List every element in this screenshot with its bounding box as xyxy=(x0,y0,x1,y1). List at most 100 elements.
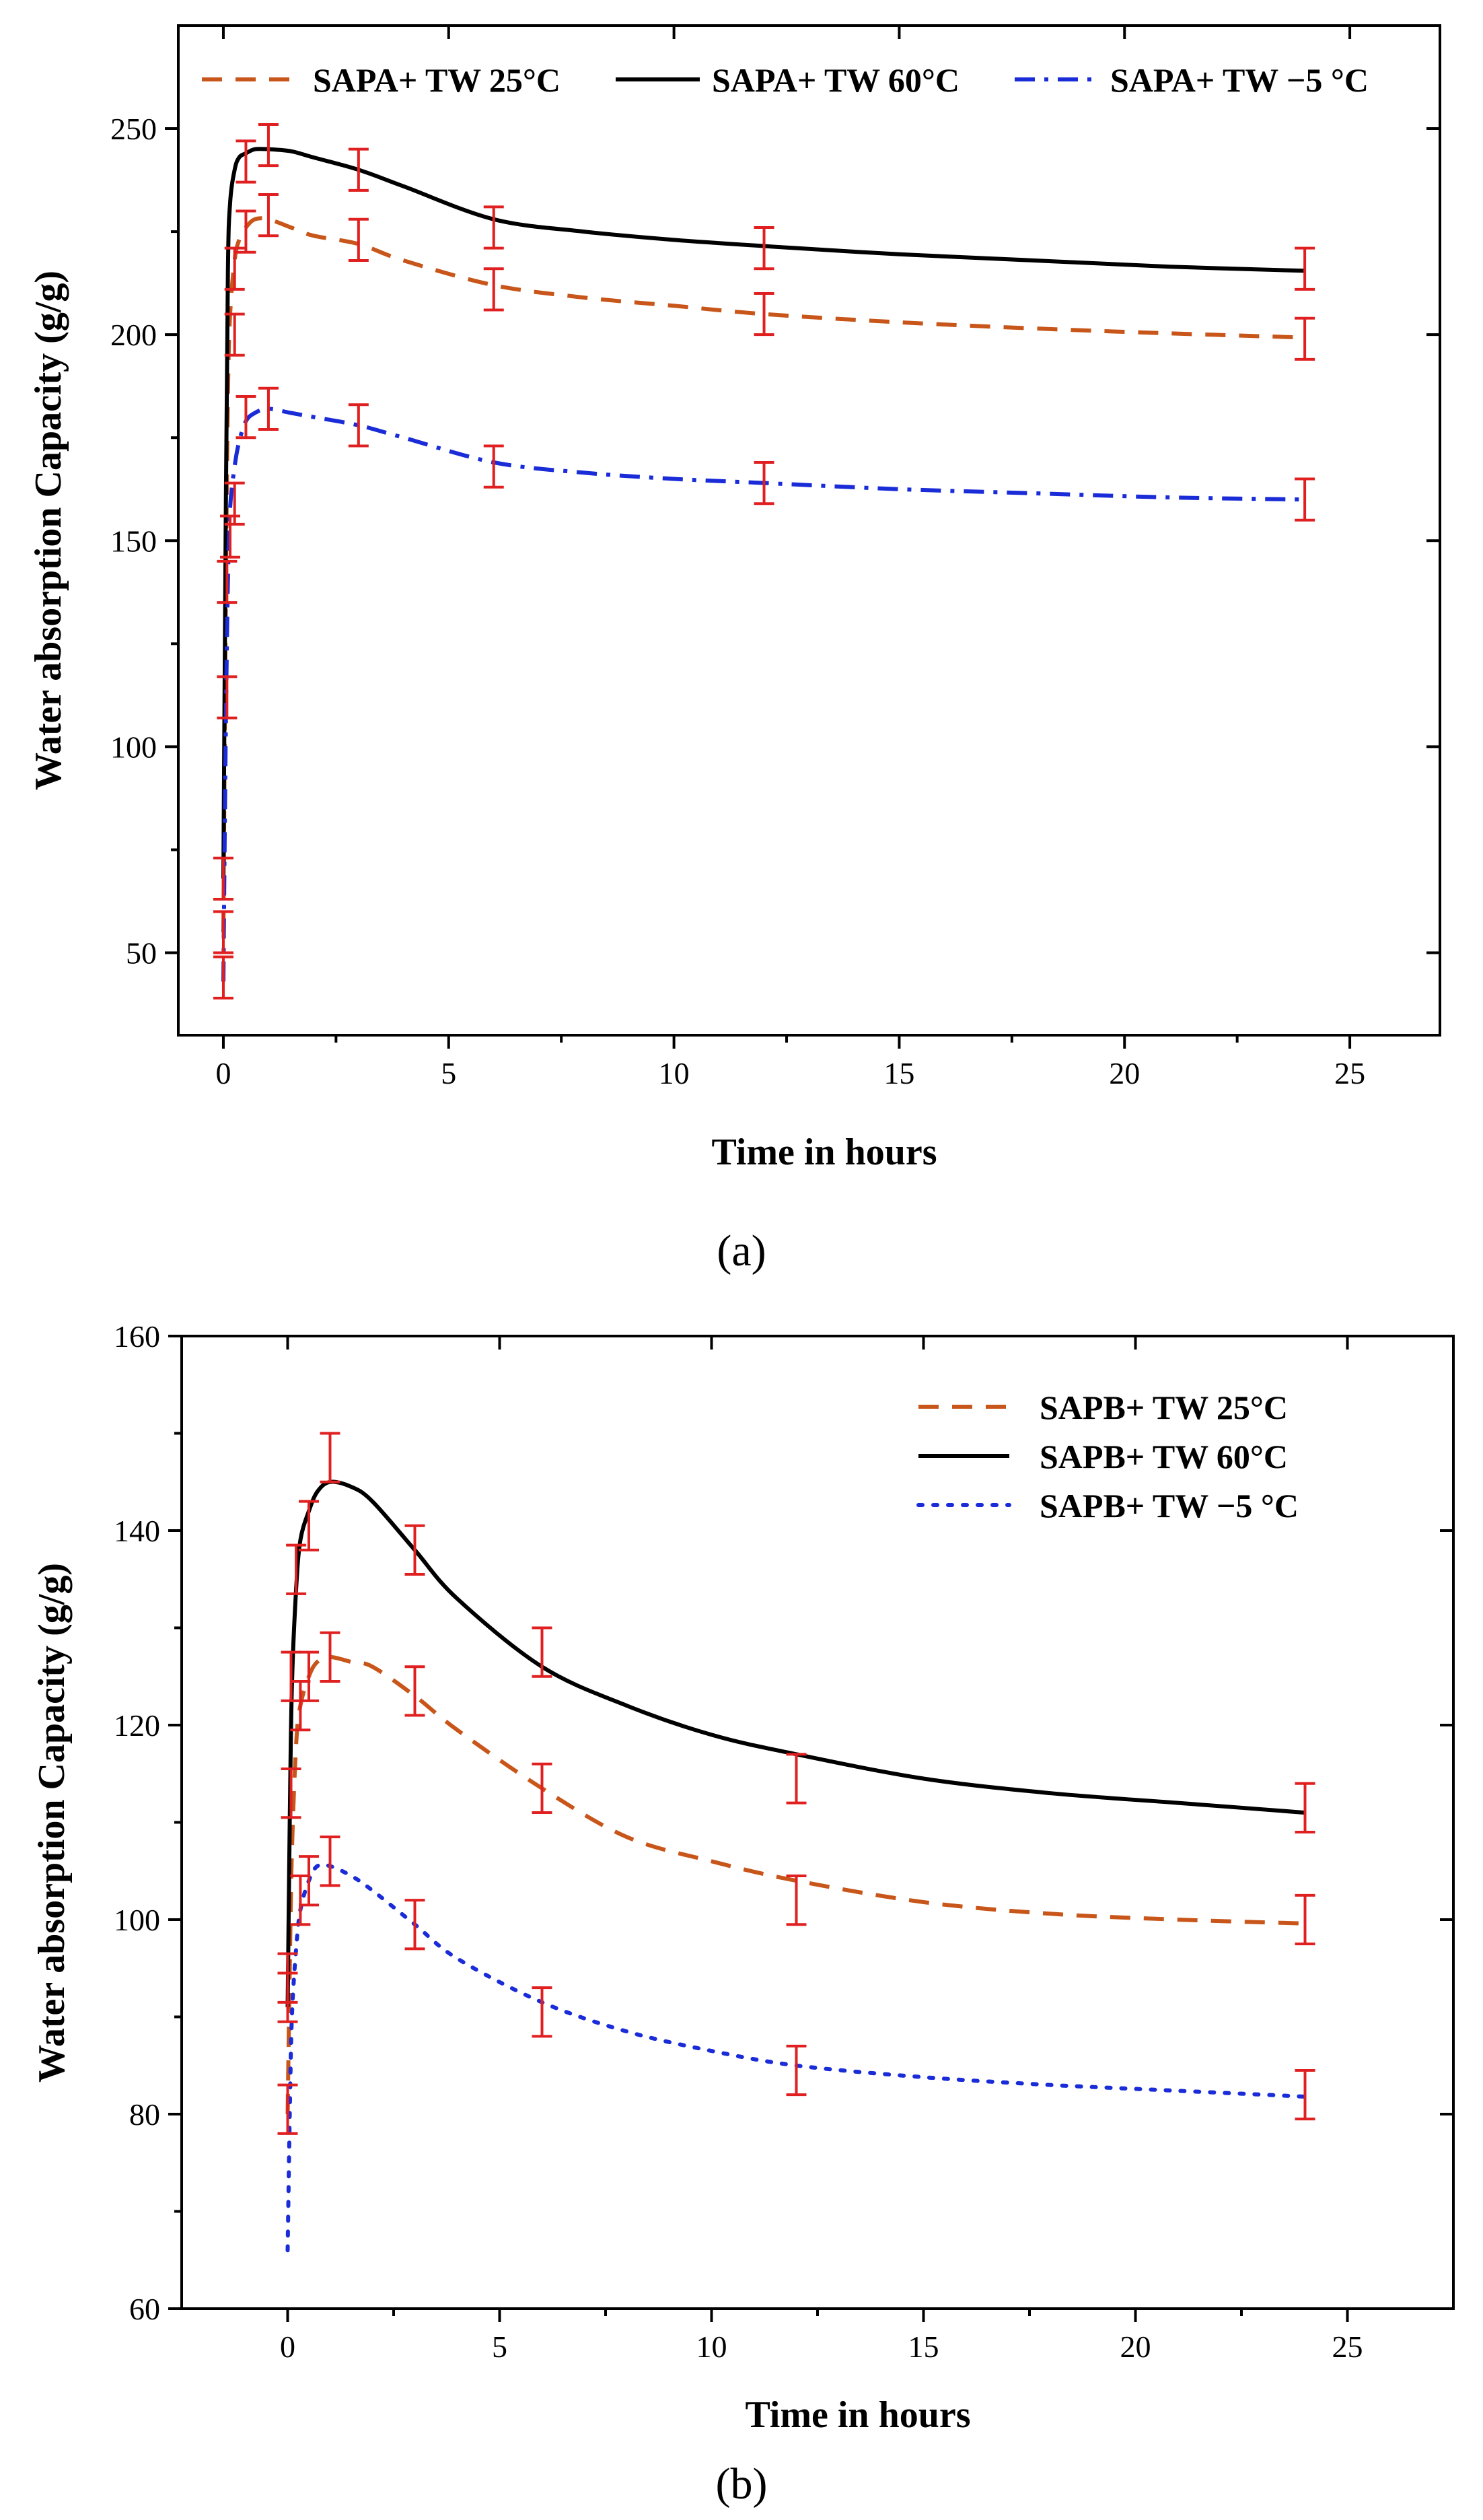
panel-b-series xyxy=(285,1479,1307,2253)
panel-b-ticks: 0 5 10 15 20 25 60 80 100 120 140 160 xyxy=(114,1319,1453,2364)
error-bar xyxy=(299,1500,319,1551)
series-line-a-0 xyxy=(221,216,1305,932)
y-tick-label: 250 xyxy=(110,112,157,146)
y-tick-label: 150 xyxy=(110,524,157,558)
error-bar xyxy=(236,139,256,184)
error-bar xyxy=(483,267,504,312)
series-line-a-1 xyxy=(221,147,1305,879)
legend-label-sapb-25: SAPB+ TW 25°C xyxy=(1040,1389,1288,1426)
series-line-b-1 xyxy=(285,1479,1305,2008)
panel-a-legend: SAPA+ TW 25°C SAPA+ TW 60°C SAPA+ TW −5 … xyxy=(202,61,1369,99)
error-bar xyxy=(258,193,279,238)
error-bar xyxy=(786,2044,807,2097)
x-tick-label: 25 xyxy=(1334,1056,1365,1090)
x-tick-label: 10 xyxy=(659,1056,690,1090)
error-bar xyxy=(236,209,256,254)
error-bar xyxy=(348,403,369,448)
error-bar xyxy=(224,481,245,526)
error-bar xyxy=(1295,1782,1315,1833)
legend-label-sapb-minus5: SAPB+ TW −5 °C xyxy=(1040,1487,1299,1525)
error-bar xyxy=(320,1631,340,1683)
y-tick-label: 100 xyxy=(110,730,157,764)
panel-b-caption: (b) xyxy=(716,2459,768,2509)
series-line-a-2 xyxy=(221,407,1305,982)
series-line-b-2 xyxy=(285,1862,1307,2253)
error-bar xyxy=(213,856,233,901)
y-tick-label: 160 xyxy=(114,1319,160,1354)
error-bar xyxy=(1295,2068,1315,2121)
error-bar xyxy=(290,1874,311,1926)
error-bar xyxy=(299,1855,319,1907)
error-bar xyxy=(786,1753,807,1805)
error-bar xyxy=(754,226,774,271)
legend-label-sapa-25: SAPA+ TW 25°C xyxy=(313,61,560,99)
y-tick-label: 60 xyxy=(129,2292,160,2326)
error-bar xyxy=(220,514,241,559)
error-bar xyxy=(404,1665,425,1717)
error-bar xyxy=(290,1679,311,1732)
error-bar xyxy=(404,1899,425,1951)
y-tick-label: 140 xyxy=(114,1514,160,1548)
x-tick-label: 20 xyxy=(1109,1056,1140,1090)
x-tick-label: 0 xyxy=(215,1056,231,1090)
panel-b-plot-frame xyxy=(180,1335,1455,2310)
error-bar xyxy=(286,1543,307,1595)
error-bar xyxy=(299,1650,319,1702)
panel-b-x-axis-label: Time in hours xyxy=(745,2394,970,2436)
error-bar xyxy=(320,1835,340,1887)
x-tick-label: 0 xyxy=(280,2330,295,2364)
error-bar xyxy=(1295,316,1315,361)
legend-label-sapb-60: SAPB+ TW 60°C xyxy=(1040,1438,1288,1475)
error-bar xyxy=(786,1874,807,1926)
y-tick-label: 120 xyxy=(114,1708,160,1743)
legend-label-sapa-minus5: SAPA+ TW −5 °C xyxy=(1110,61,1369,99)
error-bar xyxy=(213,910,233,954)
error-bar xyxy=(224,246,245,291)
error-bar xyxy=(348,147,369,192)
error-bar xyxy=(320,1432,340,1483)
error-bar xyxy=(1295,1893,1315,1946)
legend-label-sapa-60: SAPA+ TW 60°C xyxy=(712,61,960,99)
panel-a-x-axis-label: Time in hours xyxy=(711,1131,937,1173)
error-bar xyxy=(483,444,504,489)
x-tick-label: 5 xyxy=(492,2330,507,2364)
error-bar xyxy=(483,205,504,250)
panel-a-plot-frame xyxy=(177,24,1441,1037)
error-bar xyxy=(532,1986,552,2038)
panel-b-y-axis-label: Water absorption Capacity (g/g) xyxy=(31,1563,73,2082)
y-tick-label: 100 xyxy=(114,1903,160,1937)
panel-a: 0 5 10 15 20 25 50 100 150 200 250 SAPA+ TW 25°C S… xyxy=(28,24,1441,1275)
error-bar xyxy=(281,1650,301,1702)
panel-b-legend: SAPB+ TW 25°C SAPB+ TW 60°C SAPB+ TW −5 … xyxy=(916,1389,1299,1525)
panel-a-caption: (a) xyxy=(717,1226,766,1275)
error-bar xyxy=(532,1762,552,1815)
error-bar xyxy=(277,1952,298,2004)
y-tick-label: 200 xyxy=(110,318,157,352)
error-bar xyxy=(1295,246,1315,291)
panel-b: 0 5 10 15 20 25 60 80 100 120 140 160 SAPB+ TW 25°C… xyxy=(31,1319,1455,2509)
error-bar xyxy=(532,1626,552,1678)
error-bar xyxy=(1295,477,1315,522)
error-bar xyxy=(258,386,279,431)
error-bar xyxy=(404,1524,425,1576)
panel-b-error-bars xyxy=(277,1432,1315,2135)
error-bar xyxy=(348,217,369,262)
error-bar xyxy=(236,395,256,440)
error-bar xyxy=(277,2083,298,2135)
x-tick-label: 5 xyxy=(441,1056,456,1090)
panel-a-ticks: 0 5 10 15 20 25 50 100 150 200 250 xyxy=(110,26,1440,1090)
error-bar xyxy=(217,675,238,720)
panel-a-error-bars xyxy=(213,123,1315,1000)
y-tick-label: 50 xyxy=(126,936,157,971)
panel-a-series xyxy=(221,147,1305,982)
error-bar xyxy=(754,291,774,337)
x-tick-label: 10 xyxy=(696,2330,727,2364)
error-bar xyxy=(217,559,238,604)
x-tick-label: 15 xyxy=(883,1056,914,1090)
error-bar xyxy=(754,460,774,505)
x-tick-label: 15 xyxy=(908,2330,939,2364)
error-bar xyxy=(224,312,245,357)
error-bar xyxy=(213,955,233,1000)
y-tick-label: 80 xyxy=(129,2097,160,2132)
error-bar xyxy=(258,123,279,168)
